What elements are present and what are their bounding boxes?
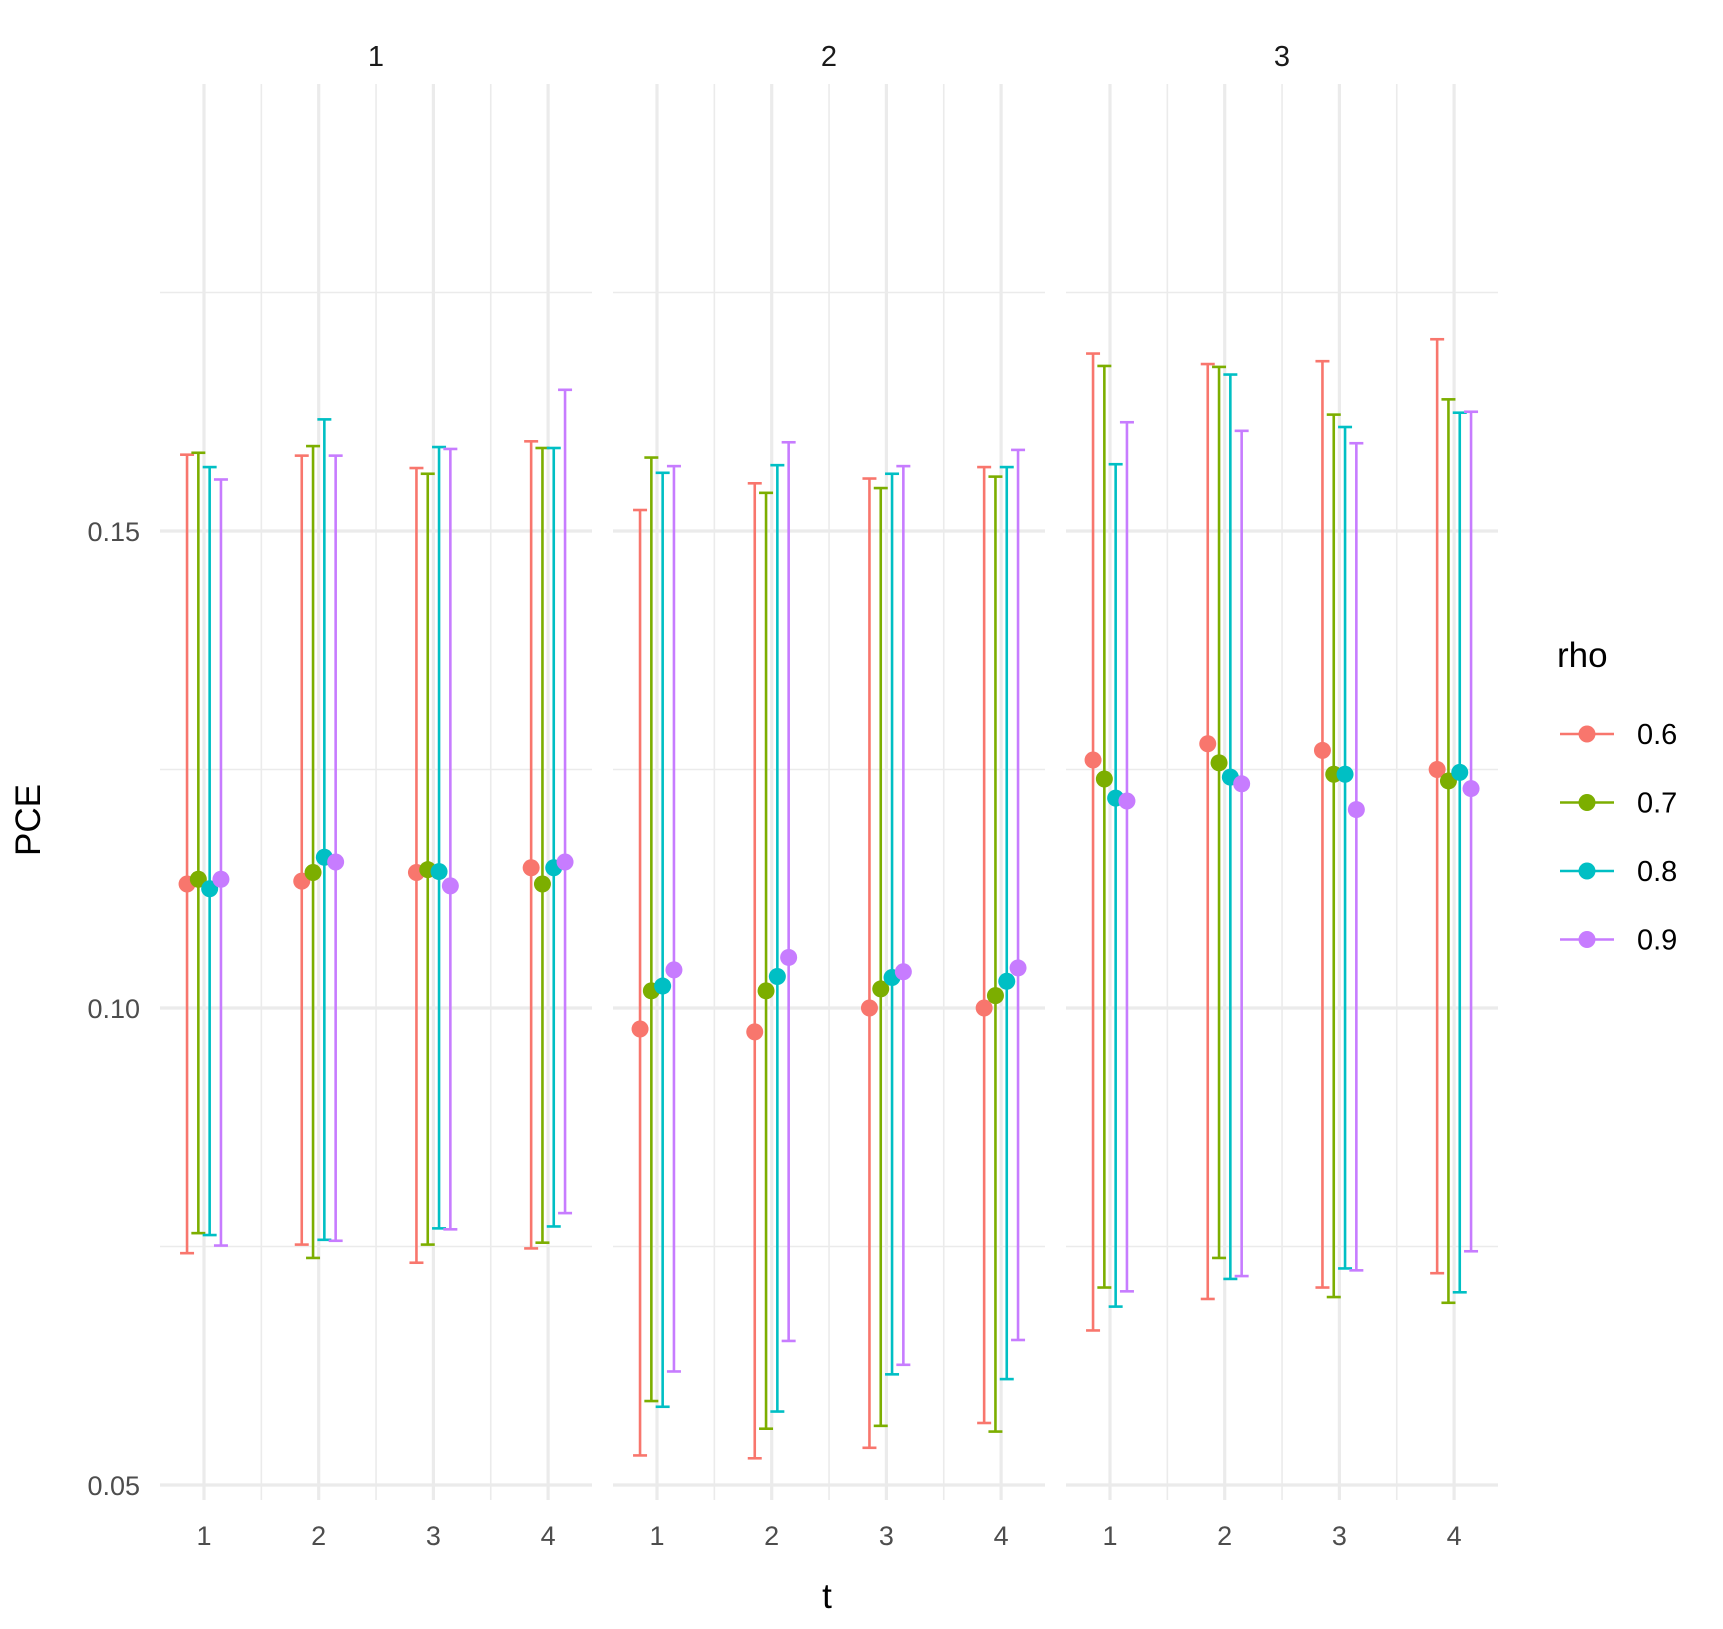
data-point: [1210, 754, 1228, 772]
facet-panel-3: 1 2 3 4 3: [1066, 41, 1498, 1551]
facet-panels: 1 2 3 4 1 1 2 3 4 2 1 2 3 4 3: [160, 41, 1498, 1551]
data-point: [212, 870, 230, 888]
data-point: [872, 980, 890, 998]
legend: rho 0.6 0.7 0.8 0.9: [1557, 636, 1677, 957]
legend-item-0.6: 0.6: [1560, 719, 1677, 751]
legend-key-point: [1578, 862, 1596, 880]
data-point: [986, 987, 1004, 1005]
data-point: [1428, 761, 1446, 778]
data-point: [757, 982, 775, 1000]
data-point: [665, 961, 683, 979]
x-tick-label: 1: [196, 1521, 211, 1551]
series-0.6-facet-2: [631, 465, 993, 1460]
data-point: [189, 870, 207, 888]
legend-items: 0.6 0.7 0.8 0.9: [1560, 719, 1677, 957]
data-point: [1084, 751, 1102, 769]
data-point: [1451, 763, 1469, 781]
data-point: [631, 1020, 649, 1038]
data-point: [1118, 792, 1136, 810]
y-axis: 0.05 0.10 0.15: [87, 517, 140, 1501]
data-point: [1199, 735, 1217, 753]
data-point: [304, 864, 322, 882]
y-tick-label: 0.05: [87, 1471, 140, 1501]
facet-strip-label: 3: [1274, 41, 1290, 73]
series-0.6-facet-1: [178, 440, 540, 1265]
x-tick-label: 3: [426, 1521, 441, 1551]
data-point: [780, 948, 798, 966]
data-point: [1313, 741, 1331, 759]
x-tick-label: 1: [649, 1521, 664, 1551]
series-0.7-facet-2: [642, 456, 1004, 1433]
series-0.9-facet-2: [665, 440, 1027, 1373]
data-point: [998, 972, 1016, 990]
legend-item-0.9: 0.9: [1560, 925, 1677, 957]
y-axis-title: PCE: [9, 784, 48, 856]
series-0.8-facet-2: [654, 463, 1016, 1413]
data-point: [327, 853, 345, 871]
x-tick-label: 3: [879, 1521, 894, 1551]
x-tick-label: 4: [1447, 1521, 1462, 1551]
x-tick-label: 4: [541, 1521, 556, 1551]
series-0.9-facet-3: [1118, 410, 1480, 1293]
legend-item-0.7: 0.7: [1560, 788, 1677, 820]
series-0.7-facet-3: [1095, 364, 1457, 1305]
series-0.7-facet-1: [189, 444, 551, 1260]
legend-label: 0.9: [1637, 925, 1677, 957]
series-0.8-facet-3: [1107, 373, 1469, 1308]
x-tick-label: 3: [1332, 1521, 1347, 1551]
facet-panel-1: 1 2 3 4 1: [160, 41, 592, 1551]
data-point: [533, 875, 551, 893]
data-point: [441, 877, 459, 895]
legend-key-point: [1578, 725, 1596, 743]
y-tick-label: 0.10: [87, 994, 140, 1024]
legend-label: 0.8: [1637, 856, 1677, 888]
x-tick-label: 1: [1102, 1521, 1117, 1551]
data-point: [522, 859, 540, 877]
series-0.8-facet-1: [201, 418, 563, 1242]
facet-strip-label: 1: [368, 41, 384, 73]
data-point: [1462, 780, 1480, 798]
data-point: [1233, 775, 1251, 793]
legend-label: 0.7: [1637, 788, 1677, 820]
data-point: [1347, 801, 1365, 819]
data-point: [975, 999, 993, 1017]
x-tick-label: 2: [311, 1521, 326, 1551]
data-point: [654, 977, 672, 995]
x-tick-label: 2: [764, 1521, 779, 1551]
data-point: [201, 880, 219, 898]
x-tick-label: 4: [994, 1521, 1009, 1551]
series-0.9-facet-1: [212, 388, 574, 1247]
facet-panel-2: 1 2 3 4 2: [613, 41, 1045, 1551]
y-tick-label: 0.15: [87, 517, 140, 547]
legend-key-point: [1578, 931, 1596, 948]
data-point: [860, 999, 878, 1017]
data-point: [1095, 770, 1113, 788]
data-point: [894, 963, 912, 981]
legend-label: 0.6: [1637, 719, 1677, 751]
facet-strip-label: 2: [821, 41, 837, 73]
series-0.6-facet-3: [1084, 337, 1446, 1332]
data-point: [1336, 765, 1354, 783]
data-point: [746, 1023, 764, 1041]
x-axis-title: t: [822, 1577, 832, 1616]
legend-item-0.8: 0.8: [1560, 856, 1677, 888]
legend-key-point: [1578, 794, 1596, 811]
data-point: [1009, 959, 1027, 977]
legend-title: rho: [1557, 636, 1608, 675]
data-point: [768, 968, 786, 986]
x-tick-label: 2: [1217, 1521, 1232, 1551]
data-point: [556, 853, 574, 871]
data-point: [430, 863, 448, 881]
